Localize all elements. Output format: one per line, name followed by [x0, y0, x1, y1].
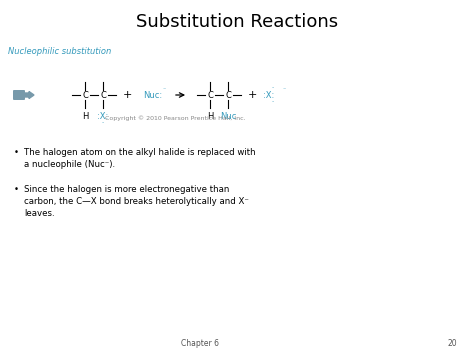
- Text: Since the halogen is more electronegative than: Since the halogen is more electronegativ…: [24, 185, 229, 194]
- Text: +: +: [247, 90, 257, 100]
- Text: The halogen atom on the alkyl halide is replaced with: The halogen atom on the alkyl halide is …: [24, 148, 255, 157]
- Text: C: C: [100, 91, 106, 99]
- Text: C: C: [207, 91, 213, 99]
- Text: C: C: [225, 91, 231, 99]
- Text: carbon, the C—X bond breaks heterolytically and X⁻: carbon, the C—X bond breaks heterolytica…: [24, 197, 249, 206]
- Text: C: C: [82, 91, 88, 99]
- Text: Chapter 6: Chapter 6: [181, 339, 219, 349]
- Text: Nuc:: Nuc:: [143, 91, 162, 99]
- Text: leaves.: leaves.: [24, 209, 55, 218]
- Text: :X:: :X:: [263, 91, 274, 99]
- Text: a nucleophile (Nuc⁻).: a nucleophile (Nuc⁻).: [24, 160, 115, 169]
- FancyArrow shape: [20, 92, 34, 98]
- Text: Nuc: Nuc: [220, 112, 236, 121]
- Text: H: H: [82, 112, 88, 121]
- Text: Nucleophilic substitution: Nucleophilic substitution: [8, 48, 111, 56]
- Text: :X:: :X:: [97, 112, 109, 121]
- Text: •: •: [14, 185, 19, 194]
- Text: ··: ··: [101, 120, 105, 125]
- Text: 20: 20: [447, 339, 457, 349]
- Text: Substitution Reactions: Substitution Reactions: [136, 13, 338, 31]
- Text: •: •: [14, 148, 19, 157]
- Text: Copyright © 2010 Pearson Prentice Hall, Inc.: Copyright © 2010 Pearson Prentice Hall, …: [105, 115, 246, 121]
- FancyBboxPatch shape: [13, 90, 25, 100]
- Text: ⁻: ⁻: [283, 88, 286, 93]
- Text: ··: ··: [271, 86, 275, 91]
- Text: ⁻: ⁻: [163, 88, 166, 93]
- Text: ··: ··: [271, 99, 275, 104]
- Text: +: +: [122, 90, 132, 100]
- Text: H: H: [207, 112, 213, 121]
